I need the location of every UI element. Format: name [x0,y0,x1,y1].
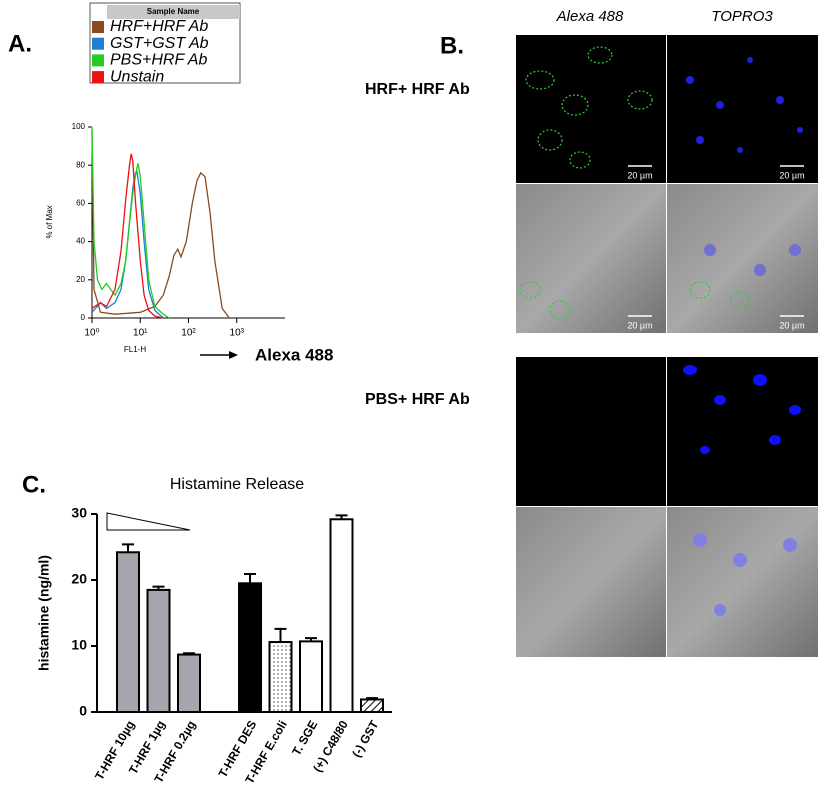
error-bar [244,573,256,584]
histogram: 0 20 40 60 80 100 10⁰ 10¹ 10² 10³ FL1-H % of Max Ale… [45,122,333,364]
row-label: PBS+ HRF Ab [365,391,470,408]
panel-label: C. [22,471,46,498]
error-bar [305,637,317,642]
error-bar [152,585,165,590]
column-label: TOPRO3 [711,8,773,25]
scale-label: 20 µm [627,320,652,330]
x-tick-label: 10² [181,328,196,339]
x-axis-label: FL1-H [124,345,146,354]
y-tick-label: 0 [81,313,86,322]
histogram-line [91,126,170,319]
y-tick-label: 80 [76,160,85,169]
error-bar [183,652,195,655]
legend-label: GST+GST Ab [110,35,209,52]
x-tick-label: 10¹ [133,328,148,339]
bar [238,582,262,713]
error-bar [122,543,134,553]
x-tick-label: 10⁰ [84,328,99,339]
y-axis-label: histamine (ng/ml) [36,555,52,671]
y-tick-label: 40 [76,237,85,246]
histogram-line [91,169,164,319]
legend-label: Unstain [110,68,164,85]
column-label: Alexa 488 [556,8,624,25]
row-label: HRF+ HRF Ab [365,81,470,98]
image [667,357,818,506]
legend-swatch [92,37,104,50]
legend-title: Sample Name [147,7,200,16]
error-bar [274,627,287,643]
image [516,357,666,506]
legend-label: HRF+HRF Ab [110,18,208,35]
nuclei [683,57,803,616]
bar [116,551,140,714]
legend-header [107,5,240,19]
legend-swatch [92,21,104,33]
arrow-head [229,351,238,359]
image [667,507,818,657]
y-tick-label: 30 [71,505,87,521]
bar-chart: Histamine Release histamine (ng/ml) 0 10 20 3… [36,476,392,786]
scale-label: 20 µm [627,170,652,180]
image [667,184,818,333]
annotation: Alexa 488 [255,345,333,364]
image [516,184,666,333]
error-bar [366,697,378,700]
legend-label: PBS+HRF Ab [110,52,207,69]
chart-title: Histamine Release [170,476,304,493]
microscopy: Alexa 488 TOPRO3 HRF+ HRF Ab PBS+ HRF Ab [365,8,818,657]
histogram-line [91,130,230,319]
scale-label: 20 µm [779,320,804,330]
image [667,35,818,183]
histogram-line [91,153,164,319]
x-tick-label: 10³ [230,328,245,339]
bar [299,640,323,714]
x-tick-label: T. SGE [289,718,320,758]
bar [360,698,384,714]
bar [146,588,171,714]
legend-swatch [92,54,104,67]
legend-swatch [92,71,104,84]
y-axis-label: % of Max [45,205,54,238]
dose-wedge [106,512,191,531]
y-tick-label: 20 [76,275,85,284]
y-tick-label: 0 [79,703,87,719]
error-bar [335,514,348,520]
y-tick-label: 60 [76,199,85,208]
x-tick-label: (-) GST [349,718,381,760]
bar [268,641,293,713]
bar [329,518,354,714]
cell-stain [519,46,750,320]
y-tick-label: 100 [72,122,86,131]
y-tick-label: 10 [71,637,87,653]
panel-label: A. [8,30,32,57]
scale-bar [628,165,804,317]
panel-label: B. [440,32,464,59]
scale-label: 20 µm [779,170,804,180]
y-tick-label: 20 [71,571,87,587]
image [516,507,666,657]
bar [177,653,201,714]
